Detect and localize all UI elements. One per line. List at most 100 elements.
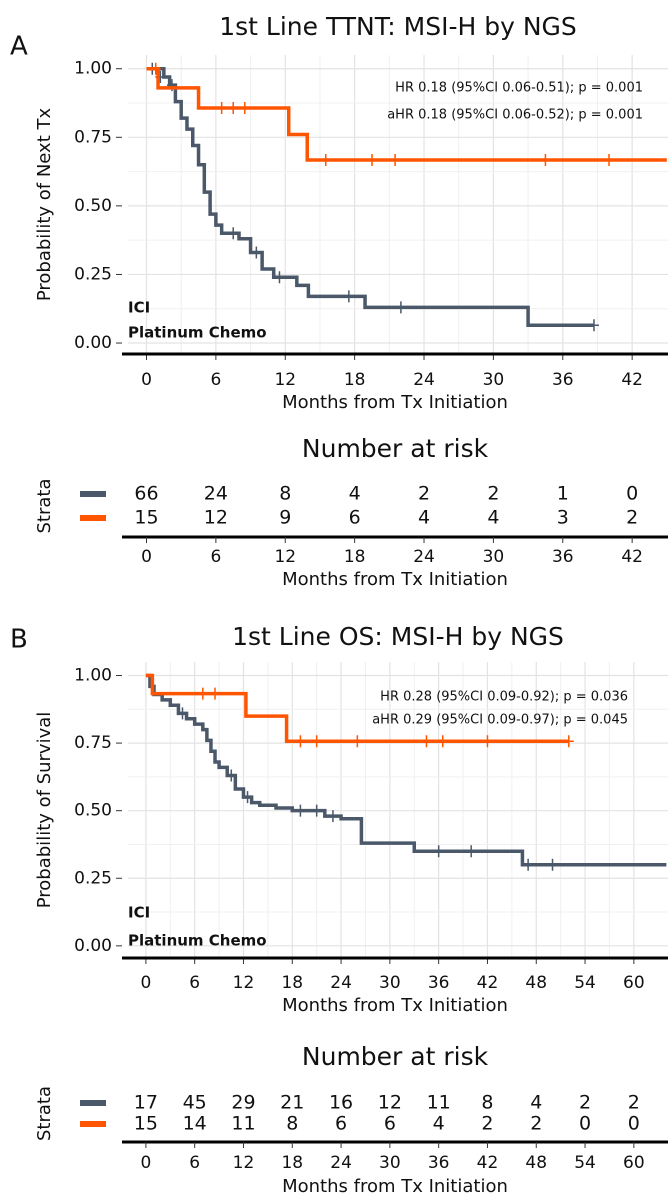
- censor-mark: [327, 810, 338, 823]
- x-tick-label: 24: [413, 547, 435, 567]
- x-tick-label: 54: [574, 973, 596, 993]
- chart-title: 1st Line TTNT: MSI-H by NGS: [219, 12, 577, 41]
- y-tick-label: 0.00: [74, 936, 112, 956]
- annotation: HR 0.28 (95%CI 0.09-0.92); p = 0.036: [380, 690, 628, 705]
- y-tick-label: 1.00: [74, 59, 112, 79]
- censor-mark: [226, 769, 237, 782]
- annotation: aHR 0.29 (95%CI 0.09-0.97); p = 0.045: [372, 713, 628, 728]
- censor-mark: [563, 735, 574, 748]
- risk-count: 45: [183, 1092, 207, 1114]
- censor-mark: [540, 154, 551, 167]
- x-axis-label: Months from Tx Initiation: [282, 995, 508, 1016]
- x-tick-label: 54: [574, 1153, 596, 1173]
- x-tick-label: 6: [210, 547, 221, 567]
- y-tick-label: 0.50: [74, 196, 112, 216]
- risk-count: 0: [579, 1113, 591, 1135]
- risk-count: 11: [427, 1092, 451, 1114]
- x-axis-label: Months from Tx Initiation: [282, 392, 508, 413]
- x-tick-label: 0: [141, 370, 152, 390]
- x-tick-label: 48: [525, 973, 547, 993]
- legend-label: Platinum Chemo: [128, 932, 267, 950]
- censor-mark: [320, 154, 331, 167]
- risk-count: 1: [557, 483, 569, 505]
- survival-curve: [145, 673, 569, 743]
- risk-count: 21: [280, 1092, 304, 1114]
- risk-count: 14: [183, 1113, 207, 1135]
- censor-mark: [177, 707, 188, 720]
- risk-count: 0: [628, 1113, 640, 1135]
- censor-mark: [295, 735, 306, 748]
- x-tick-label: 18: [344, 547, 366, 567]
- x-tick-label: 18: [344, 370, 366, 390]
- risk-count: 24: [204, 483, 228, 505]
- censor-mark: [433, 845, 444, 858]
- survival-curve: [146, 66, 594, 327]
- annotation: aHR 0.18 (95%CI 0.06-0.52); p = 0.001: [387, 108, 643, 123]
- x-axis-label: Months from Tx Initiation: [282, 569, 508, 590]
- x-tick-label: 6: [189, 1153, 200, 1173]
- risk-count: 0: [626, 483, 638, 505]
- risk-count: 15: [134, 1113, 158, 1135]
- panel-label: A: [10, 32, 28, 62]
- censor-mark: [366, 154, 377, 167]
- risk-count: 4: [530, 1092, 542, 1114]
- risk-count: 11: [231, 1113, 255, 1135]
- risk-table-y-label: Strata: [34, 1086, 55, 1141]
- risk-count: 4: [487, 507, 499, 529]
- risk-count: 15: [134, 507, 158, 529]
- censor-mark: [239, 101, 250, 114]
- x-tick-label: 42: [621, 547, 643, 567]
- risk-count: 8: [279, 483, 291, 505]
- x-tick-label: 12: [274, 370, 296, 390]
- legend-label: ICI: [128, 904, 150, 922]
- risk-count: 6: [384, 1113, 396, 1135]
- x-tick-label: 12: [233, 1153, 255, 1173]
- y-axis-label: Probability of Next Tx: [34, 108, 55, 302]
- y-tick-label: 0.75: [74, 127, 112, 147]
- censor-mark: [523, 858, 534, 871]
- risk-count: 4: [349, 483, 361, 505]
- censor-mark: [311, 804, 322, 817]
- risk-count: 16: [329, 1092, 353, 1114]
- risk-count: 29: [231, 1092, 255, 1114]
- x-tick-label: 60: [623, 973, 645, 993]
- x-tick-label: 30: [483, 370, 505, 390]
- x-tick-label: 36: [428, 1153, 450, 1173]
- risk-count: 12: [204, 507, 228, 529]
- x-tick-label: 12: [274, 547, 296, 567]
- risk-count: 2: [487, 483, 499, 505]
- risk-count: 4: [418, 507, 430, 529]
- risk-count: 4: [433, 1113, 445, 1135]
- x-tick-label: 6: [210, 370, 221, 390]
- censor-mark: [197, 687, 208, 700]
- y-tick-label: 0.25: [74, 264, 112, 284]
- x-tick-label: 30: [483, 547, 505, 567]
- risk-count: 3: [557, 507, 569, 529]
- censor-mark: [421, 735, 432, 748]
- x-tick-label: 36: [552, 370, 574, 390]
- censor-mark: [466, 845, 477, 858]
- risk-table-title: Number at risk: [302, 1042, 489, 1071]
- x-tick-label: 24: [413, 370, 435, 390]
- x-tick-label: 24: [330, 1153, 352, 1173]
- panel-label: B: [10, 625, 28, 655]
- censor-mark: [343, 290, 354, 303]
- y-tick-label: 1.00: [74, 666, 112, 686]
- x-tick-label: 30: [379, 973, 401, 993]
- censor-mark: [251, 246, 262, 259]
- x-tick-label: 0: [141, 547, 152, 567]
- legend-label: Platinum Chemo: [128, 324, 267, 342]
- censor-mark: [547, 858, 558, 871]
- risk-count: 12: [378, 1092, 402, 1114]
- y-tick-label: 0.25: [74, 868, 112, 888]
- y-axis-label: Probability of Survival: [34, 712, 55, 909]
- censor-mark: [311, 735, 322, 748]
- censor-mark: [150, 62, 161, 75]
- censor-mark: [437, 735, 448, 748]
- x-tick-label: 42: [477, 1153, 499, 1173]
- annotation: HR 0.18 (95%CI 0.06-0.51); p = 0.001: [395, 81, 643, 96]
- risk-count: 17: [134, 1092, 158, 1114]
- x-tick-label: 36: [428, 973, 450, 993]
- x-tick-label: 18: [281, 973, 303, 993]
